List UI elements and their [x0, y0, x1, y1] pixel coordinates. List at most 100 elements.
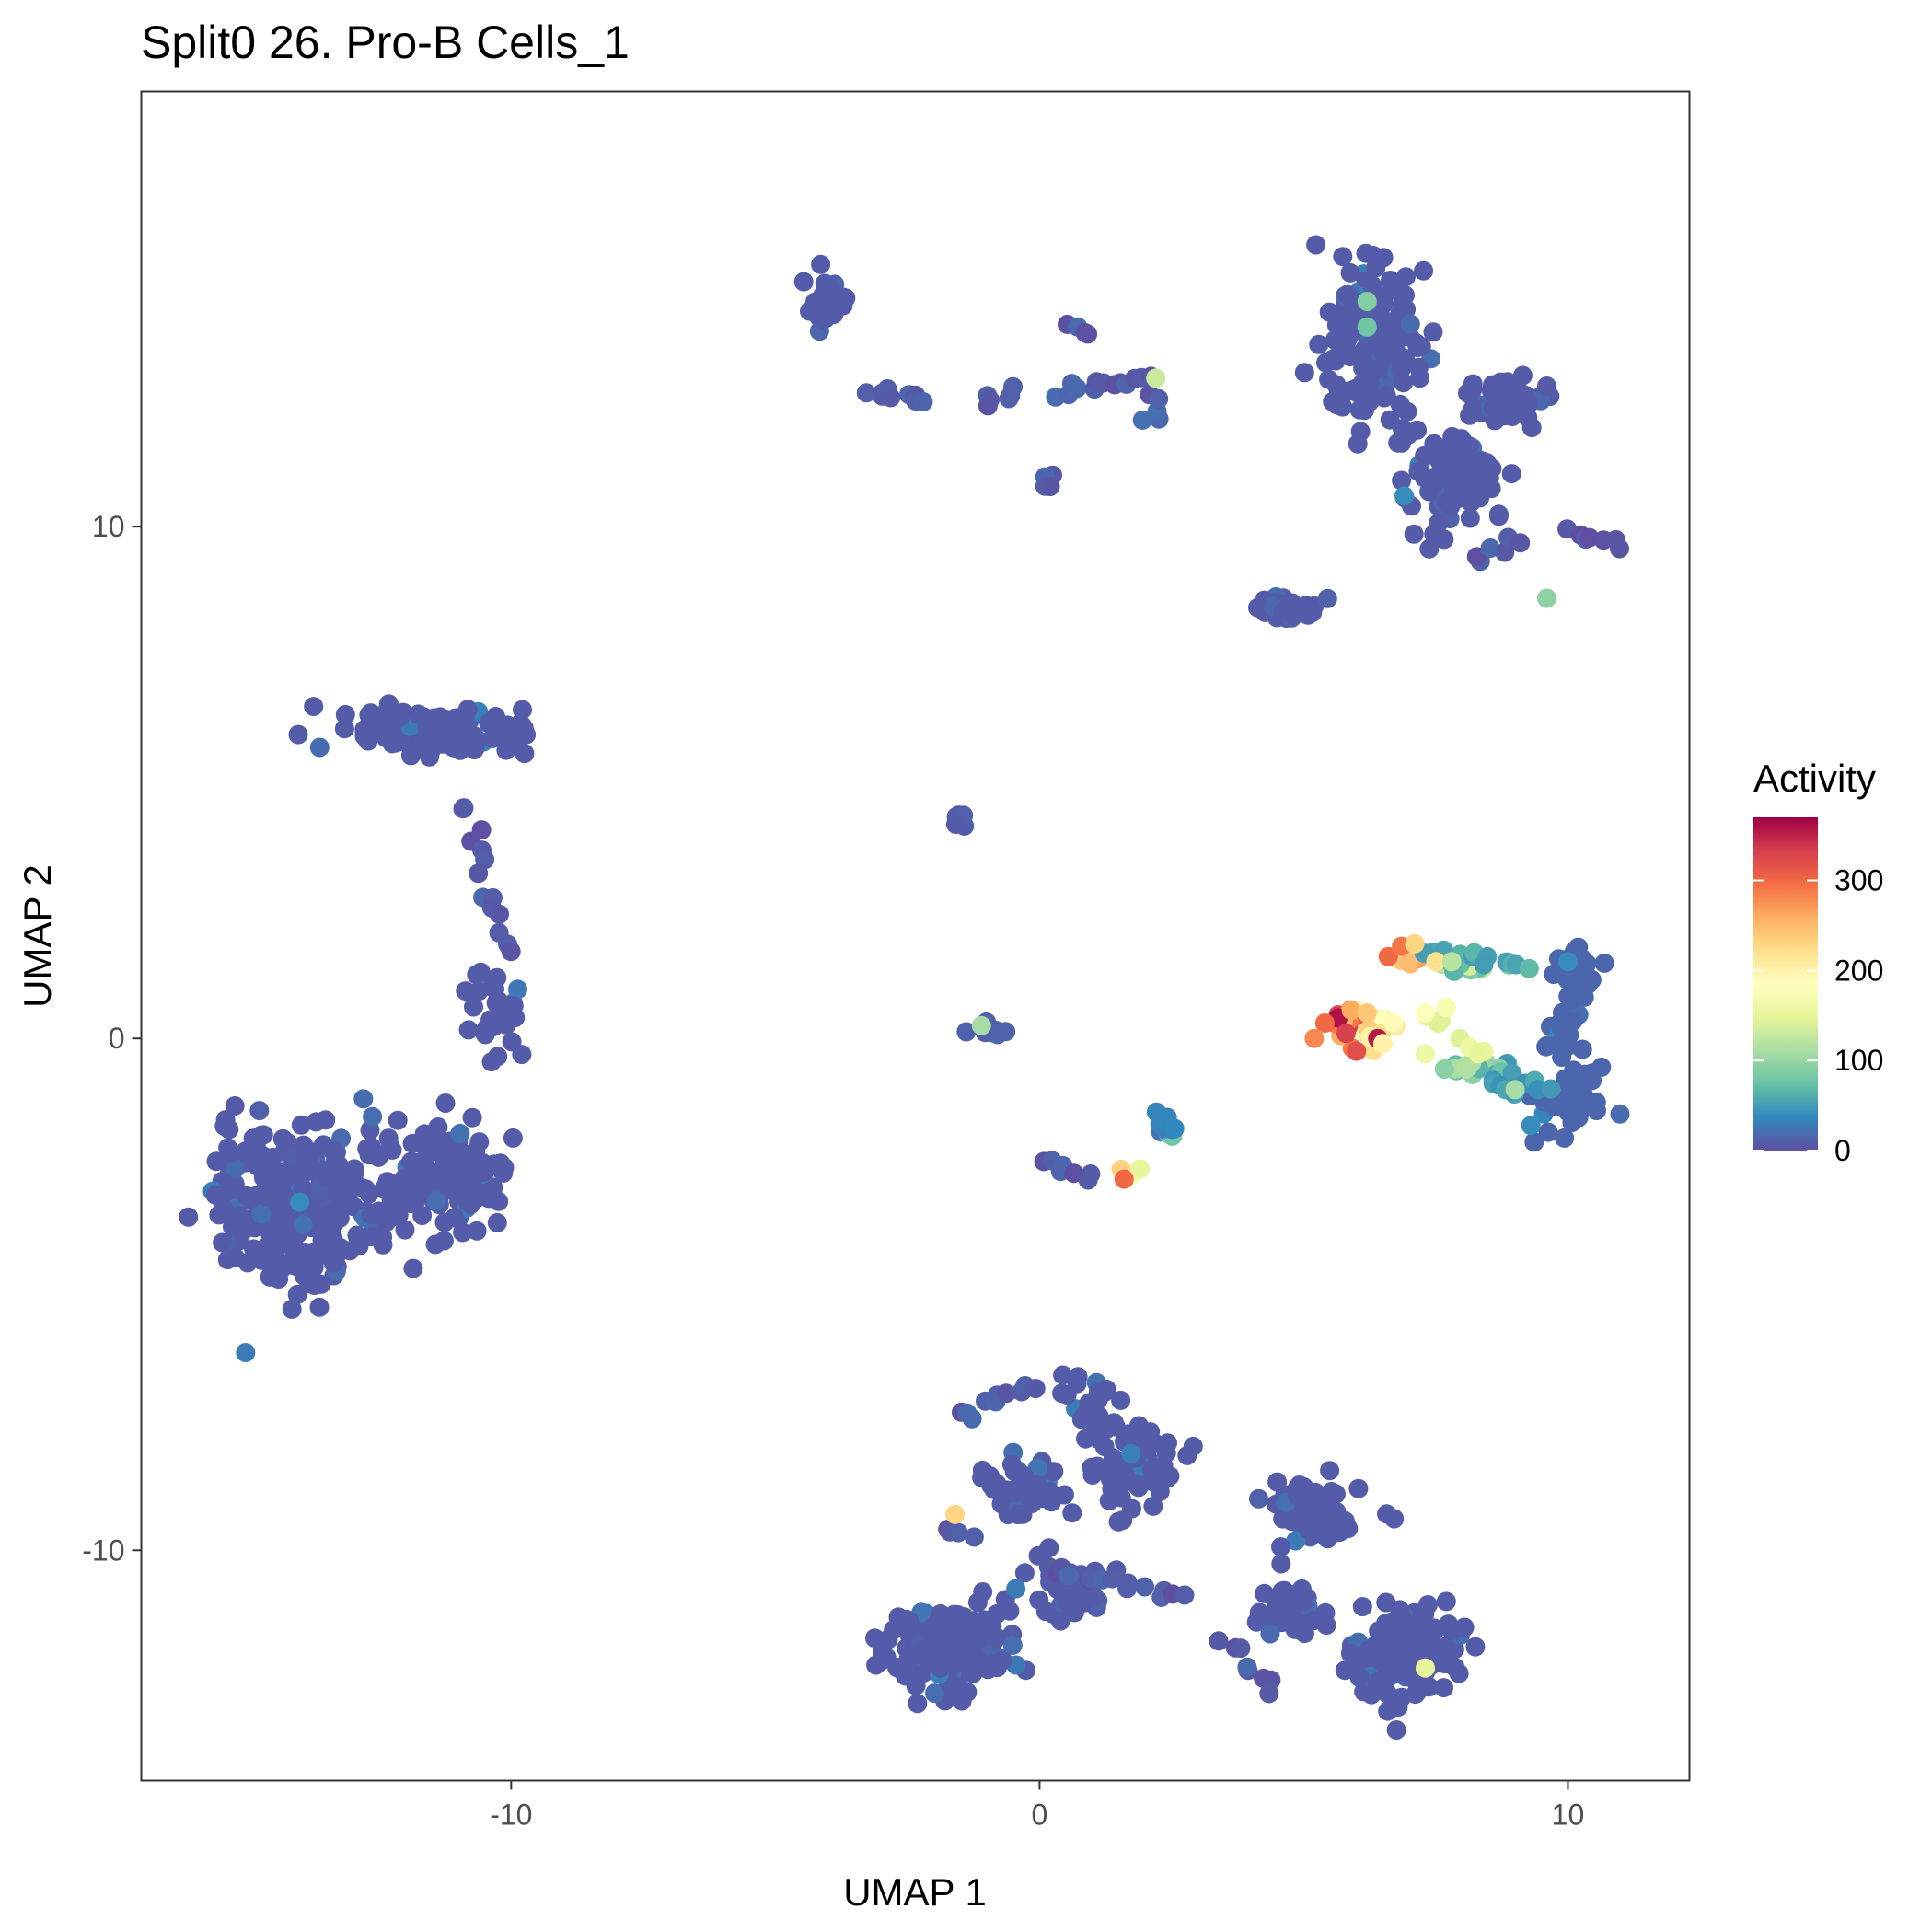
cell-point-969: [1594, 953, 1614, 973]
cell-point-1838: [1237, 1657, 1257, 1677]
cell-point-829: [1449, 470, 1469, 491]
cell-point-1809: [1474, 954, 1494, 975]
cell-point-257: [227, 1209, 248, 1229]
cell-point-655: [1350, 422, 1371, 442]
cell-point-1466: [1322, 1482, 1342, 1501]
chart-title: Split0 26. Pro-B Cells_1: [141, 17, 630, 68]
highlight-point-31: [1558, 952, 1578, 972]
legend-colorbar: [1753, 817, 1818, 1151]
cell-point-1728: [490, 904, 509, 924]
cell-point-913: [818, 279, 839, 299]
cell-point-507: [465, 738, 485, 758]
cell-point-1741: [913, 392, 933, 411]
cell-point-525: [390, 707, 410, 727]
highlight-point-29: [290, 1192, 310, 1212]
cell-point-1498: [1062, 1503, 1082, 1523]
highlight-point-32: [1521, 1116, 1541, 1136]
cell-point-1264: [1465, 1637, 1486, 1657]
cell-point-1523: [1001, 1454, 1022, 1475]
cell-point-1851: [1135, 1577, 1155, 1597]
cell-point-1464: [1348, 1478, 1369, 1498]
cell-point-361: [361, 1205, 381, 1225]
legend: Activity 0 100 200 300: [1753, 757, 1883, 1167]
cell-point-1766: [1149, 388, 1169, 409]
cell-point-359: [451, 1142, 471, 1163]
cell-point-914: [816, 308, 836, 329]
cell-point-403: [464, 997, 483, 1017]
cell-point-1321: [1445, 1658, 1465, 1678]
cell-point-144: [294, 1266, 314, 1286]
cell-point-215: [295, 1161, 315, 1181]
cell-point-1104: [908, 1694, 928, 1714]
cell-point-170: [226, 1158, 246, 1178]
cell-point-1762: [1132, 410, 1152, 430]
cell-point-1482: [1291, 1505, 1312, 1525]
cell-point-275: [435, 1093, 456, 1113]
cell-point-1504: [1044, 1462, 1064, 1482]
cell-point-260: [487, 1212, 507, 1232]
cell-point-1165: [975, 1610, 994, 1630]
plot-panel: [140, 90, 1691, 1782]
cell-point-376: [426, 1141, 446, 1162]
cell-point-826: [1429, 514, 1449, 534]
cell-point-1751: [1067, 378, 1087, 399]
cell-point-813: [1419, 538, 1440, 559]
highlight-point-23: [1146, 368, 1166, 388]
cell-point-1558: [1006, 1579, 1026, 1599]
cell-point-909: [800, 301, 819, 321]
cell-point-1774: [1075, 323, 1095, 342]
cell-point-383: [508, 979, 527, 1000]
cell-point-1475: [1338, 1519, 1359, 1539]
cell-point-688: [1340, 262, 1360, 283]
cell-point-243: [323, 1253, 343, 1273]
cell-point-1703: [1434, 1059, 1454, 1079]
highlight-point-3: [1347, 1041, 1367, 1061]
cell-point-1461: [1320, 1461, 1340, 1481]
cell-point-1091: [973, 1582, 993, 1602]
cell-point-738: [1410, 368, 1429, 388]
points-layer: [179, 235, 1630, 1740]
cell-point-370: [460, 1195, 480, 1215]
cell-point-704: [1346, 378, 1366, 399]
cell-point-1246: [1386, 1720, 1406, 1740]
cell-point-373: [414, 1124, 434, 1144]
cell-point-1731: [501, 942, 521, 962]
cell-point-377: [401, 1151, 421, 1172]
cell-point-159: [311, 1274, 331, 1294]
cell-point-536: [431, 718, 451, 738]
cell-point-731: [1423, 322, 1443, 342]
cell-point-739: [1374, 342, 1394, 363]
cell-point-1520: [1008, 1505, 1028, 1524]
highlight-point-27: [1416, 1658, 1435, 1678]
cell-point-365: [436, 1162, 457, 1182]
cell-point-1471: [1316, 1527, 1336, 1547]
cell-point-181: [344, 1159, 364, 1179]
cell-point-267: [503, 1128, 523, 1148]
cell-point-172: [269, 1269, 289, 1289]
cell-point-332: [434, 1212, 455, 1232]
cell-point-1614: [1089, 1383, 1109, 1404]
cell-point-256: [326, 1172, 346, 1192]
cell-point-1275: [1378, 1701, 1398, 1721]
cell-point-862: [1512, 365, 1533, 386]
cell-point-1038: [1561, 990, 1581, 1010]
cell-point-822: [1459, 436, 1479, 457]
cell-point-239: [268, 1252, 288, 1272]
cell-point-515: [513, 700, 532, 720]
cell-point-814: [1442, 426, 1463, 446]
cell-point-1778: [1579, 527, 1600, 548]
cell-point-828: [1488, 504, 1509, 525]
cell-point-882: [1537, 376, 1556, 396]
cell-point-1785: [1495, 542, 1515, 562]
highlight-point-30: [1394, 486, 1414, 506]
cell-point-1118: [878, 1629, 898, 1649]
cell-point-251: [313, 1161, 333, 1181]
cell-point-1411: [1103, 1448, 1123, 1468]
cell-point-735: [1330, 337, 1350, 357]
legend-tick-label: 0: [1834, 1134, 1851, 1167]
cell-point-335: [450, 1123, 470, 1143]
cell-point-1131: [925, 1683, 944, 1704]
cell-point-232: [179, 1207, 199, 1227]
cell-point-1198: [932, 1620, 953, 1640]
cell-point-1823: [1541, 1079, 1561, 1099]
